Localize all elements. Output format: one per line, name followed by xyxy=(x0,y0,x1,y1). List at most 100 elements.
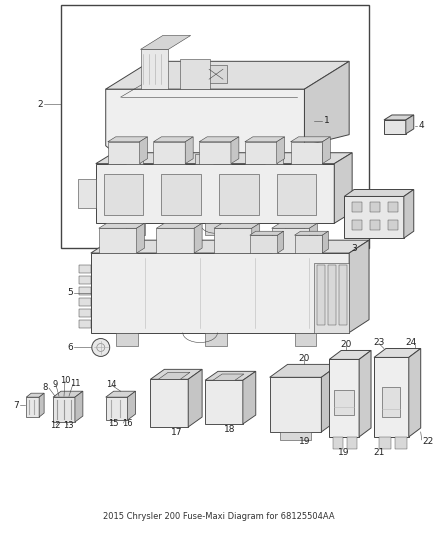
Polygon shape xyxy=(374,349,421,358)
Polygon shape xyxy=(384,120,406,134)
Polygon shape xyxy=(213,374,244,380)
Text: 20: 20 xyxy=(299,354,310,363)
Polygon shape xyxy=(321,365,339,432)
Text: 24: 24 xyxy=(406,338,417,347)
Polygon shape xyxy=(91,240,369,253)
Polygon shape xyxy=(277,137,285,164)
Polygon shape xyxy=(252,223,260,253)
Bar xyxy=(205,333,227,346)
Polygon shape xyxy=(214,223,260,228)
Bar xyxy=(294,333,316,346)
Polygon shape xyxy=(91,253,349,333)
Polygon shape xyxy=(329,351,371,359)
Bar xyxy=(126,223,145,235)
Polygon shape xyxy=(406,115,414,134)
Polygon shape xyxy=(290,137,330,142)
Text: 10: 10 xyxy=(60,376,70,385)
Polygon shape xyxy=(374,358,409,437)
Bar xyxy=(285,223,304,235)
Polygon shape xyxy=(26,397,39,417)
Bar xyxy=(370,203,380,212)
Text: 8: 8 xyxy=(43,383,48,392)
Polygon shape xyxy=(108,142,140,164)
Polygon shape xyxy=(250,235,278,253)
Text: 2015 Chrysler 200 Fuse-Maxi Diagram for 68125504AA: 2015 Chrysler 200 Fuse-Maxi Diagram for … xyxy=(103,512,335,521)
Polygon shape xyxy=(290,142,322,164)
Polygon shape xyxy=(141,36,191,50)
Polygon shape xyxy=(245,137,285,142)
Polygon shape xyxy=(99,223,145,228)
Text: 14: 14 xyxy=(106,379,117,389)
Bar xyxy=(79,298,91,306)
Bar xyxy=(333,437,343,449)
Text: 19: 19 xyxy=(299,438,310,446)
Text: 23: 23 xyxy=(373,338,385,347)
Polygon shape xyxy=(126,154,144,164)
Polygon shape xyxy=(199,137,239,142)
Text: 4: 4 xyxy=(419,122,424,131)
Text: 2: 2 xyxy=(38,100,43,109)
Polygon shape xyxy=(231,137,239,164)
Polygon shape xyxy=(344,197,404,238)
Polygon shape xyxy=(294,231,328,235)
Bar xyxy=(277,174,316,215)
Bar xyxy=(116,333,138,346)
Polygon shape xyxy=(329,359,359,437)
Bar xyxy=(279,432,311,440)
Polygon shape xyxy=(322,231,328,253)
Polygon shape xyxy=(150,369,202,379)
Bar xyxy=(79,276,91,284)
Polygon shape xyxy=(309,223,318,253)
Polygon shape xyxy=(53,391,83,397)
Polygon shape xyxy=(188,369,202,427)
Text: 17: 17 xyxy=(170,429,182,438)
Polygon shape xyxy=(195,154,213,164)
Polygon shape xyxy=(404,190,414,238)
Polygon shape xyxy=(272,228,309,253)
Polygon shape xyxy=(294,235,322,253)
Polygon shape xyxy=(127,391,135,420)
Polygon shape xyxy=(272,223,318,228)
Bar xyxy=(352,220,362,230)
Text: 15: 15 xyxy=(108,419,118,429)
Polygon shape xyxy=(106,397,127,420)
Polygon shape xyxy=(245,142,277,164)
Bar xyxy=(219,174,259,215)
Polygon shape xyxy=(185,137,193,164)
Text: 12: 12 xyxy=(50,422,60,431)
Text: 16: 16 xyxy=(122,419,132,429)
Polygon shape xyxy=(26,393,44,397)
Polygon shape xyxy=(159,373,190,379)
Bar xyxy=(379,437,391,449)
Polygon shape xyxy=(99,228,137,253)
Polygon shape xyxy=(106,61,349,89)
Polygon shape xyxy=(194,223,202,253)
Bar xyxy=(347,437,357,449)
Polygon shape xyxy=(108,137,148,142)
Circle shape xyxy=(92,338,110,357)
Text: 18: 18 xyxy=(224,425,236,434)
Bar xyxy=(395,437,407,449)
Polygon shape xyxy=(409,349,421,437)
Text: 21: 21 xyxy=(373,448,385,457)
Text: 3: 3 xyxy=(351,244,357,253)
Polygon shape xyxy=(349,240,369,333)
Text: 22: 22 xyxy=(423,438,434,446)
Text: 5: 5 xyxy=(67,288,73,297)
Polygon shape xyxy=(156,228,194,253)
Polygon shape xyxy=(359,351,371,437)
Polygon shape xyxy=(334,153,352,223)
Text: 20: 20 xyxy=(340,340,352,349)
Polygon shape xyxy=(314,263,349,333)
Polygon shape xyxy=(304,61,349,146)
Bar xyxy=(205,223,225,235)
Text: 9: 9 xyxy=(53,379,58,389)
Polygon shape xyxy=(270,365,339,377)
Bar xyxy=(79,320,91,328)
Polygon shape xyxy=(153,142,185,164)
Polygon shape xyxy=(205,65,227,83)
Bar xyxy=(339,265,347,325)
Polygon shape xyxy=(384,115,414,120)
Polygon shape xyxy=(96,153,352,164)
Polygon shape xyxy=(270,377,321,432)
